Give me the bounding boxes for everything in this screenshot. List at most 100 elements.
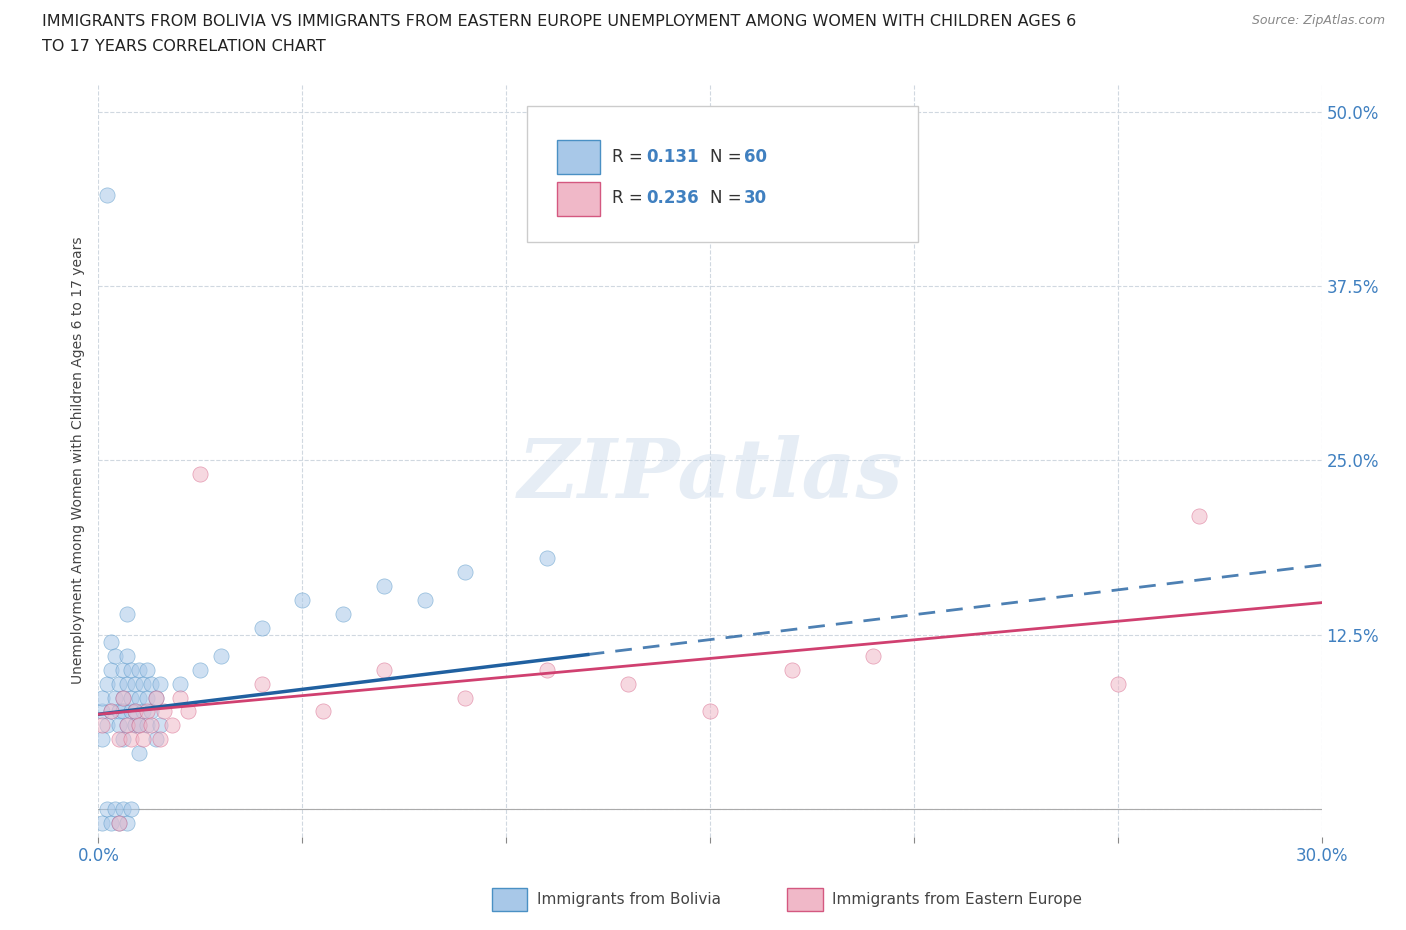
Point [617,676,640,691]
Point [120,690,142,705]
Point [104,648,127,663]
Text: N =: N = [710,189,747,207]
Point [111,704,134,719]
Text: TO 17 YEARS CORRELATION CHART: TO 17 YEARS CORRELATION CHART [42,39,326,54]
Text: IMMIGRANTS FROM BOLIVIA VS IMMIGRANTS FROM EASTERN EUROPE UNEMPLOYMENT AMONG WOM: IMMIGRANTS FROM BOLIVIA VS IMMIGRANTS FR… [42,14,1077,29]
Point [141,676,163,691]
Point [160,718,183,733]
Point [108,732,131,747]
Point [100,662,122,677]
Point [108,718,131,733]
Point [108,704,131,719]
Point [149,732,172,747]
Text: R =: R = [612,189,648,207]
Point [145,690,167,705]
Point [108,816,131,830]
Text: 30: 30 [744,189,768,207]
Point [111,662,134,677]
Point [124,718,146,733]
Point [111,732,134,747]
Point [454,690,477,705]
Point [169,676,191,691]
Point [169,690,191,705]
Point [91,732,114,747]
Point [132,676,155,691]
Point [128,718,150,733]
Text: 60: 60 [744,148,768,166]
Point [115,676,138,691]
Point [141,704,163,719]
Point [91,718,114,733]
Point [120,662,142,677]
Point [120,802,142,817]
Point [373,662,395,677]
Point [145,732,167,747]
Point [108,676,131,691]
Point [1107,676,1129,691]
Point [250,620,273,635]
Point [124,704,146,719]
Point [111,802,134,817]
Point [128,690,150,705]
Point [136,718,159,733]
Point [291,592,314,607]
Point [124,704,146,719]
Point [120,732,142,747]
Point [128,718,150,733]
Point [136,704,159,719]
Point [111,690,134,705]
Point [100,704,122,719]
Text: 0.131: 0.131 [647,148,699,166]
Point [188,662,212,677]
Point [152,704,174,719]
Text: 0.236: 0.236 [647,189,699,207]
Point [862,648,884,663]
Point [100,634,122,649]
Point [115,648,138,663]
Point [149,718,172,733]
Point [91,816,114,830]
Point [145,690,167,705]
Text: Source: ZipAtlas.com: Source: ZipAtlas.com [1251,14,1385,27]
Point [100,704,122,719]
Point [136,662,159,677]
Point [104,690,127,705]
Point [177,704,200,719]
Point [332,606,354,621]
Point [250,676,273,691]
Point [91,704,114,719]
Point [96,188,118,203]
Point [780,662,803,677]
Point [141,718,163,733]
Point [149,676,172,691]
Point [188,467,212,482]
Point [115,816,138,830]
Point [699,704,721,719]
Text: Immigrants from Bolivia: Immigrants from Bolivia [537,892,721,907]
Point [209,648,232,663]
Point [128,746,150,761]
Y-axis label: Unemployment Among Women with Children Ages 6 to 17 years: Unemployment Among Women with Children A… [72,236,86,684]
Point [1188,509,1211,524]
Point [120,704,142,719]
FancyBboxPatch shape [526,106,918,242]
Point [536,662,558,677]
Point [108,816,131,830]
Point [100,816,122,830]
Point [115,718,138,733]
FancyBboxPatch shape [557,140,600,174]
Point [96,718,118,733]
Text: R =: R = [612,148,648,166]
FancyBboxPatch shape [557,181,600,216]
Point [91,690,114,705]
Point [115,718,138,733]
Text: N =: N = [710,148,747,166]
Point [312,704,335,719]
Point [413,592,436,607]
Point [128,662,150,677]
Point [96,676,118,691]
Point [124,676,146,691]
Point [96,802,118,817]
Point [454,565,477,579]
Point [115,606,138,621]
